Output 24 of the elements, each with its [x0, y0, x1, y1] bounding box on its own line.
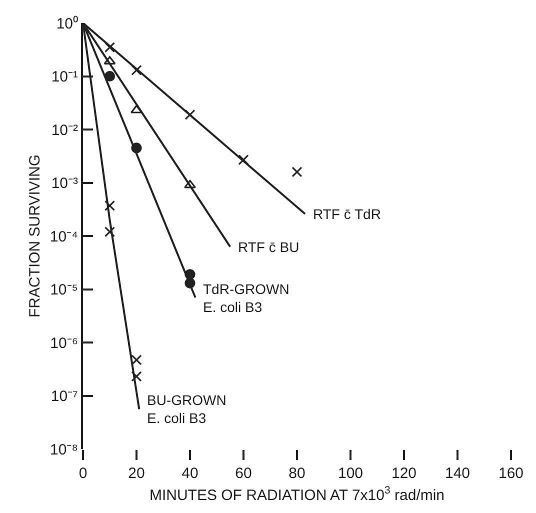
- x-tick-label: 100: [338, 465, 364, 482]
- series-label: RTF c̄ BU: [238, 239, 300, 255]
- x-tick-label: 40: [182, 465, 198, 482]
- x-tick-label: 160: [498, 465, 524, 482]
- y-tick-label: 10⁻⁶: [50, 334, 78, 352]
- series-label: RTF c̄ TdR: [313, 206, 381, 222]
- x-tick-label: 140: [444, 465, 470, 482]
- y-tick-label: 10⁻²: [51, 122, 78, 139]
- x-axis-title: MINUTES OF RADIATION AT 7x10$^{3}$ rad/min: [149, 484, 445, 504]
- y-axis-title: FRACTION SURVIVING: [26, 154, 44, 318]
- y-tick-label: 10⁻⁷: [50, 388, 78, 405]
- x-tick-label: 0: [78, 465, 88, 482]
- y-tick-label: 10⁻⁵: [50, 282, 78, 298]
- y-tick-label: 10⁰: [56, 15, 78, 32]
- y-tick-label: 10⁻³: [51, 175, 78, 192]
- y-tick-label: 10⁻⁸: [50, 441, 78, 458]
- series-label: TdR-GROWN E. coli B3: [203, 281, 290, 316]
- x-tick-label: 120: [391, 465, 417, 482]
- y-tick-label: 10⁻⁴: [50, 228, 78, 246]
- y-tick-label: 10⁻¹: [51, 68, 78, 86]
- x-tick-label: 20: [128, 465, 145, 482]
- x-tick-label: 80: [288, 465, 306, 482]
- x-tick-label: 60: [235, 465, 252, 482]
- series-label: BU-GROWN E. coli B3: [147, 392, 226, 426]
